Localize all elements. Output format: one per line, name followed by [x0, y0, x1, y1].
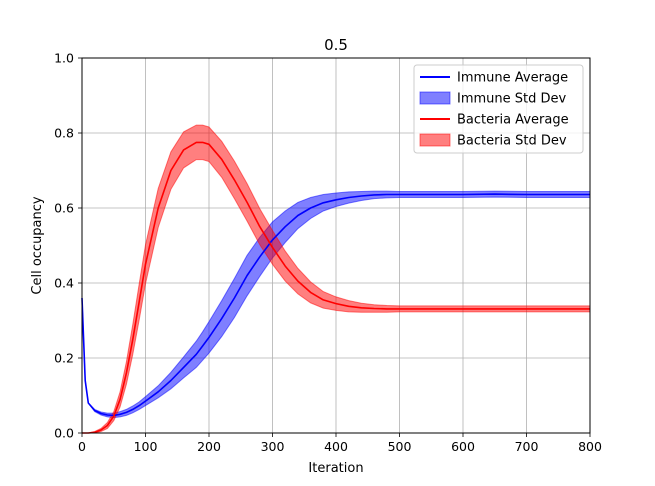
- line-immune-average: [81, 193, 590, 417]
- x-tick-label: 500: [388, 439, 412, 454]
- chart-title: 0.5: [324, 36, 348, 54]
- legend-swatch-bacteria-std-dev: [419, 133, 451, 147]
- y-tick-label: 0.0: [54, 426, 74, 441]
- x-tick-label: 800: [578, 439, 602, 454]
- y-tick-label: 0.6: [54, 201, 74, 216]
- legend-label-immune-average: Immune Average: [457, 71, 568, 86]
- legend-label-bacteria-std-dev: Bacteria Std Dev: [457, 134, 567, 149]
- x-axis-label: Iteration: [308, 461, 363, 476]
- x-tick-label: 600: [451, 439, 475, 454]
- y-axis-label: Cell occupancy: [30, 196, 45, 295]
- series-lines: [81, 141, 590, 434]
- legend-box: [413, 64, 584, 154]
- x-tick-label: 700: [515, 439, 539, 454]
- x-tick-label: 0: [78, 439, 86, 454]
- x-tick-label: 100: [134, 439, 158, 454]
- y-tick-label: 0.2: [54, 351, 74, 366]
- legend-label-bacteria-average: Bacteria Average: [457, 113, 569, 128]
- x-tick-label: 300: [261, 439, 285, 454]
- axis-ticks: 0 100 200 300 400 500 600 700 800 0.0 0.2 0.4 0.6 0.8…: [54, 51, 602, 455]
- x-tick-label: 200: [197, 439, 221, 454]
- y-tick-label: 1.0: [54, 51, 74, 66]
- x-tick-label: 400: [324, 439, 348, 454]
- y-tick-label: 0.4: [54, 276, 74, 291]
- line-bacteria-average: [82, 141, 590, 434]
- legend-label-immune-std-dev: Immune Std Dev: [457, 92, 567, 107]
- y-tick-label: 0.8: [54, 126, 74, 141]
- legend: Immune Average Immune Std Dev Bacteria A…: [413, 64, 584, 154]
- legend-swatch-immune-std-dev: [419, 91, 451, 105]
